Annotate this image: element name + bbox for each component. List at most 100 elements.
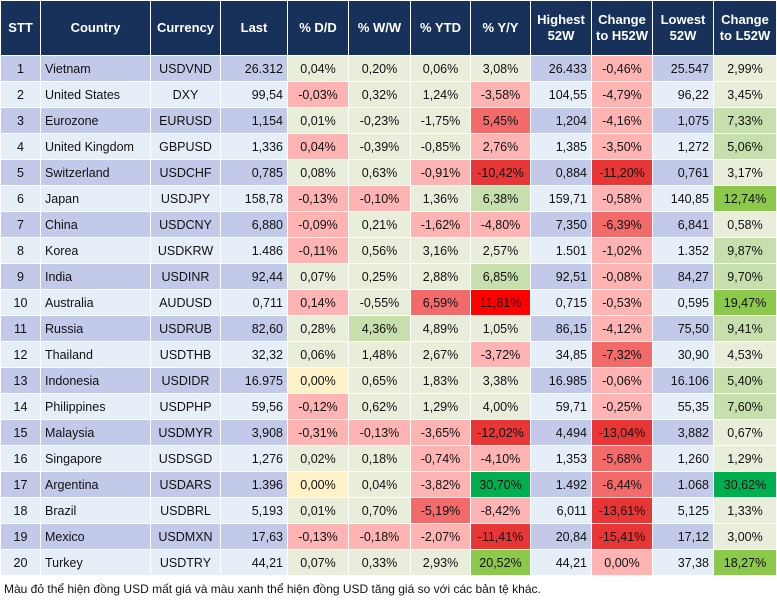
cell-last: 16.975 — [220, 367, 288, 394]
cell-last: 26.312 — [220, 55, 288, 82]
cell-currency: USDTRY — [150, 549, 221, 576]
column-header-dd[interactable]: % D/D — [287, 0, 349, 56]
cell-ww: -0,10% — [348, 185, 411, 212]
table-row[interactable]: 15 Malaysia USDMYR 3,908 -0,31% -0,13% -3,65% -… — [0, 419, 777, 446]
cell-ytd: 1,24% — [410, 81, 471, 108]
cell-lowest-52w: 1,075 — [652, 107, 714, 134]
cell-lowest-52w: 96,22 — [652, 81, 714, 108]
table-row[interactable]: 3 Eurozone EURUSD 1,154 0,01% -0,23% -1,75% 5,4… — [0, 107, 777, 134]
column-header-ytd[interactable]: % YTD — [410, 0, 471, 56]
cell-currency: USDBRL — [150, 497, 221, 524]
cell-last: 99,54 — [220, 81, 288, 108]
cell-highest-52w: 92,51 — [530, 263, 592, 290]
cell-ww: 0,63% — [348, 159, 411, 186]
cell-dd: -0,31% — [287, 419, 349, 446]
cell-stt: 3 — [0, 107, 41, 134]
cell-dd: 0,04% — [287, 55, 349, 82]
column-header-change-h52w[interactable]: Change to H52W — [591, 0, 653, 56]
table-row[interactable]: 13 Indonesia USDIDR 16.975 0,00% 0,65% 1,83% 3,… — [0, 367, 777, 394]
cell-dd: -0,03% — [287, 81, 349, 108]
cell-stt: 11 — [0, 315, 41, 342]
cell-change-h52w: -0,25% — [591, 393, 653, 420]
table-row[interactable]: 1 Vietnam USDVND 26.312 0,04% 0,20% 0,06% 3,08%… — [0, 55, 777, 82]
table-row[interactable]: 20 Turkey USDTRY 44,21 0,07% 0,33% 2,93% 20,52%… — [0, 549, 777, 576]
table-row[interactable]: 14 Philippines USDPHP 59,56 -0,12% 0,62% 1,29%… — [0, 393, 777, 420]
table-row[interactable]: 17 Argentina USDARS 1.396 0,00% 0,04% -3,82% 30… — [0, 471, 777, 498]
cell-ww: -0,13% — [348, 419, 411, 446]
cell-dd: -0,11% — [287, 237, 349, 264]
cell-ww: 0,04% — [348, 471, 411, 498]
cell-yy: 3,08% — [470, 55, 531, 82]
cell-last: 1,276 — [220, 445, 288, 472]
column-header-lowest-52w[interactable]: Lowest 52W — [652, 0, 714, 56]
cell-ww: 0,32% — [348, 81, 411, 108]
cell-ytd: -0,74% — [410, 445, 471, 472]
cell-stt: 5 — [0, 159, 41, 186]
cell-currency: USDCNY — [150, 211, 221, 238]
cell-stt: 15 — [0, 419, 41, 446]
table-row[interactable]: 19 Mexico USDMXN 17,63 -0,13% -0,18% -2,07% -11… — [0, 523, 777, 550]
cell-country: Switzerland — [40, 159, 151, 186]
cell-stt: 19 — [0, 523, 41, 550]
cell-last: 5,193 — [220, 497, 288, 524]
column-header-highest-52w[interactable]: Highest 52W — [530, 0, 592, 56]
table-row[interactable]: 9 India USDINR 92,44 0,07% 0,25% 2,88% 6,85% 92,… — [0, 263, 777, 290]
cell-highest-52w: 1,385 — [530, 133, 592, 160]
cell-change-h52w: -1,02% — [591, 237, 653, 264]
cell-last: 82,60 — [220, 315, 288, 342]
footer-note: Màu đỏ thể hiện đồng USD mất giá và màu … — [4, 582, 541, 596]
table-row[interactable]: 4 United Kingdom GBPUSD 1,336 0,04% -0,39% -0,… — [0, 133, 777, 160]
cell-change-h52w: -4,79% — [591, 81, 653, 108]
column-header-yy[interactable]: % Y/Y — [470, 0, 531, 56]
cell-change-h52w: 0,00% — [591, 549, 653, 576]
table-row[interactable]: 18 Brazil USDBRL 5,193 0,01% 0,70% -5,19% -8,42… — [0, 497, 777, 524]
cell-stt: 4 — [0, 133, 41, 160]
table-row[interactable]: 6 Japan USDJPY 158,78 -0,13% -0,10% 1,36% 6,38%… — [0, 185, 777, 212]
cell-yy: 20,52% — [470, 549, 531, 576]
table-row[interactable]: 2 United States DXY 99,54 -0,03% 0,32% 1,24% -3… — [0, 81, 777, 108]
cell-stt: 13 — [0, 367, 41, 394]
cell-change-h52w: -13,61% — [591, 497, 653, 524]
cell-highest-52w: 1,204 — [530, 107, 592, 134]
cell-lowest-52w: 30,90 — [652, 341, 714, 368]
cell-lowest-52w: 3,882 — [652, 419, 714, 446]
cell-change-h52w: -3,50% — [591, 133, 653, 160]
cell-highest-52w: 16.985 — [530, 367, 592, 394]
cell-change-l52w: 3,17% — [713, 159, 777, 186]
column-header-ww[interactable]: % W/W — [348, 0, 411, 56]
cell-lowest-52w: 0,761 — [652, 159, 714, 186]
cell-highest-52w: 34,85 — [530, 341, 592, 368]
cell-change-h52w: -13,04% — [591, 419, 653, 446]
table-row[interactable]: 16 Singapore USDSGD 1,276 0,02% 0,18% -0,74% -4… — [0, 445, 777, 472]
cell-last: 44,21 — [220, 549, 288, 576]
cell-change-l52w: 3,45% — [713, 81, 777, 108]
cell-highest-52w: 20,84 — [530, 523, 592, 550]
cell-change-l52w: 2,99% — [713, 55, 777, 82]
table-row[interactable]: 11 Russia USDRUB 82,60 0,28% 4,36% 4,89% 1,05% 8… — [0, 315, 777, 342]
cell-highest-52w: 1.492 — [530, 471, 592, 498]
cell-stt: 16 — [0, 445, 41, 472]
cell-last: 59,56 — [220, 393, 288, 420]
cell-ww: 0,20% — [348, 55, 411, 82]
cell-lowest-52w: 140,85 — [652, 185, 714, 212]
column-header-last[interactable]: Last — [220, 0, 288, 56]
cell-last: 0,785 — [220, 159, 288, 186]
cell-country: United States — [40, 81, 151, 108]
table-row[interactable]: 12 Thailand USDTHB 32,32 0,06% 1,48% 2,67% -3,7… — [0, 341, 777, 368]
column-header-country[interactable]: Country — [40, 0, 151, 56]
cell-ww: -0,55% — [348, 289, 411, 316]
cell-change-h52w: -11,20% — [591, 159, 653, 186]
cell-yy: -3,58% — [470, 81, 531, 108]
column-header-change-l52w[interactable]: Change to L52W — [713, 0, 777, 56]
cell-yy: 6,85% — [470, 263, 531, 290]
column-header-currency[interactable]: Currency — [150, 0, 221, 56]
table-row[interactable]: 10 Australia AUDUSD 0,711 0,14% -0,55% 6,59% 11… — [0, 289, 777, 316]
cell-lowest-52w: 5,125 — [652, 497, 714, 524]
table-row[interactable]: 5 Switzerland USDCHF 0,785 0,08% 0,63% -0,91% -… — [0, 159, 777, 186]
table-row[interactable]: 7 China USDCNY 6,880 -0,09% 0,21% -1,62% -4,80%… — [0, 211, 777, 238]
cell-highest-52w: 0,715 — [530, 289, 592, 316]
table-row[interactable]: 8 Korea USDKRW 1.486 -0,11% 0,56% 3,16% 2,57% 1.… — [0, 237, 777, 264]
column-header-stt[interactable]: STT — [0, 0, 41, 56]
cell-stt: 9 — [0, 263, 41, 290]
cell-ytd: 2,93% — [410, 549, 471, 576]
